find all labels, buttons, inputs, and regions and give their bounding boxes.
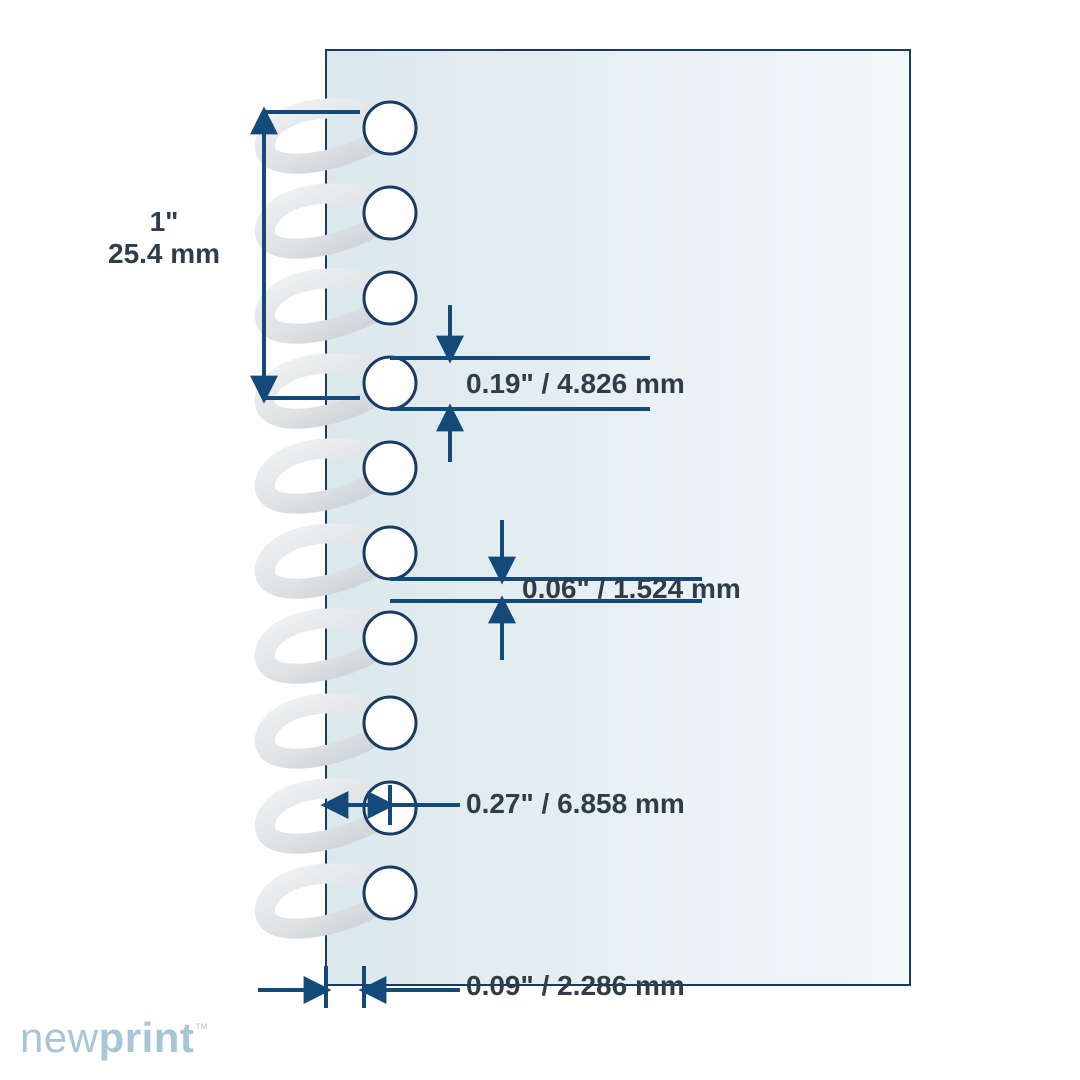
- label-pitch-line1: 1": [108, 206, 220, 238]
- label-pitch: 1" 25.4 mm: [108, 206, 220, 270]
- label-hole-gap: 0.06" / 1.524 mm: [522, 573, 741, 605]
- diagram-svg: [0, 0, 1080, 1080]
- diagram-stage: 1" 25.4 mm 0.19" / 4.826 mm 0.06" / 1.52…: [0, 0, 1080, 1080]
- label-pitch-line2: 25.4 mm: [108, 238, 220, 270]
- page-sheet: [326, 50, 910, 985]
- logo-part1: new: [20, 1014, 99, 1061]
- binding-hole: [364, 867, 416, 919]
- logo-tm: ™: [194, 1020, 209, 1036]
- binding-hole: [364, 102, 416, 154]
- label-edge-margin: 0.09" / 2.286 mm: [466, 970, 685, 1002]
- binding-hole: [364, 187, 416, 239]
- binding-hole: [364, 527, 416, 579]
- brand-logo: newprint™: [20, 1014, 209, 1062]
- binding-hole: [364, 272, 416, 324]
- label-center-to-edge: 0.27" / 6.858 mm: [466, 788, 685, 820]
- binding-hole: [364, 357, 416, 409]
- binding-hole: [364, 697, 416, 749]
- binding-hole: [364, 442, 416, 494]
- binding-hole: [364, 612, 416, 664]
- logo-part2: print: [99, 1014, 195, 1061]
- label-hole-diameter: 0.19" / 4.826 mm: [466, 368, 685, 400]
